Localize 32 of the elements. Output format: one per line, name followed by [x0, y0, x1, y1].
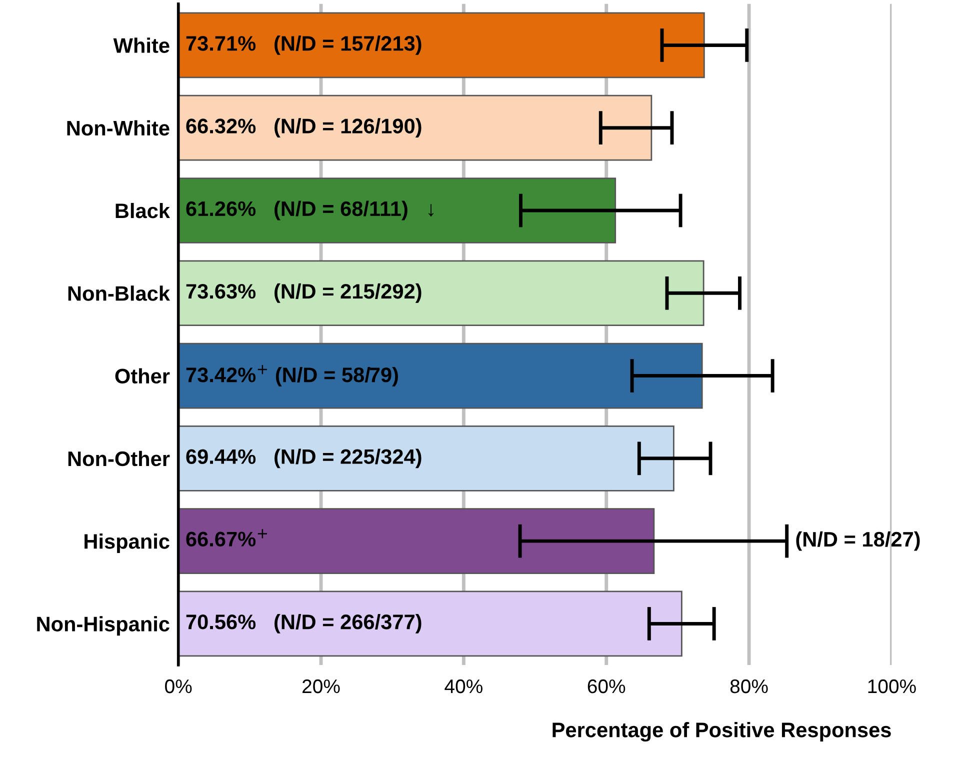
bar — [178, 260, 704, 326]
data-label: 66.67%$^{+}$ — [186, 529, 268, 546]
data-label: 61.26% (N/D = 68/111) ↓ — [186, 200, 434, 220]
y-tick-label: Other — [115, 368, 170, 384]
y-tick-label: Non-Hispanic — [37, 616, 170, 636]
y-tick-label: Hispanic — [84, 534, 170, 553]
data-label: 69.44% (N/D = 225/324) — [186, 448, 422, 468]
x-tick-label: 80% — [730, 679, 768, 694]
data-label: 66.32% (N/D = 126/190) — [186, 118, 422, 138]
bar — [178, 425, 674, 492]
bar — [178, 94, 652, 161]
data-label: 73.63% (N/D = 215/292) — [186, 283, 422, 303]
data-label: 73.42%$^{+}$ (N/D = 58/79) — [186, 364, 398, 386]
bar — [178, 178, 616, 244]
bar — [178, 590, 682, 657]
annotation: (N/D = 18/27) — [796, 531, 920, 551]
x-axis-title: Percentage of Positive Responses — [552, 722, 891, 742]
data-label: 73.71% (N/D = 157/213) — [186, 35, 422, 55]
y-tick-label: Non-Other — [68, 450, 170, 466]
bar — [178, 12, 705, 78]
bar — [178, 508, 655, 574]
x-tick-label: 60% — [588, 679, 626, 694]
x-tick-label: 20% — [302, 679, 340, 694]
y-tick-label: White — [113, 38, 170, 53]
x-tick-label: 0% — [165, 679, 192, 694]
y-tick-label: Non-White — [67, 120, 170, 136]
y-tick-label: Non-Black — [68, 286, 170, 301]
x-tick-label: 100% — [868, 679, 916, 694]
bar — [178, 342, 703, 409]
y-tick-label: Black — [116, 202, 170, 218]
x-tick-label: 40% — [444, 679, 482, 694]
data-label: 70.56% (N/D = 266/377) — [186, 614, 422, 634]
